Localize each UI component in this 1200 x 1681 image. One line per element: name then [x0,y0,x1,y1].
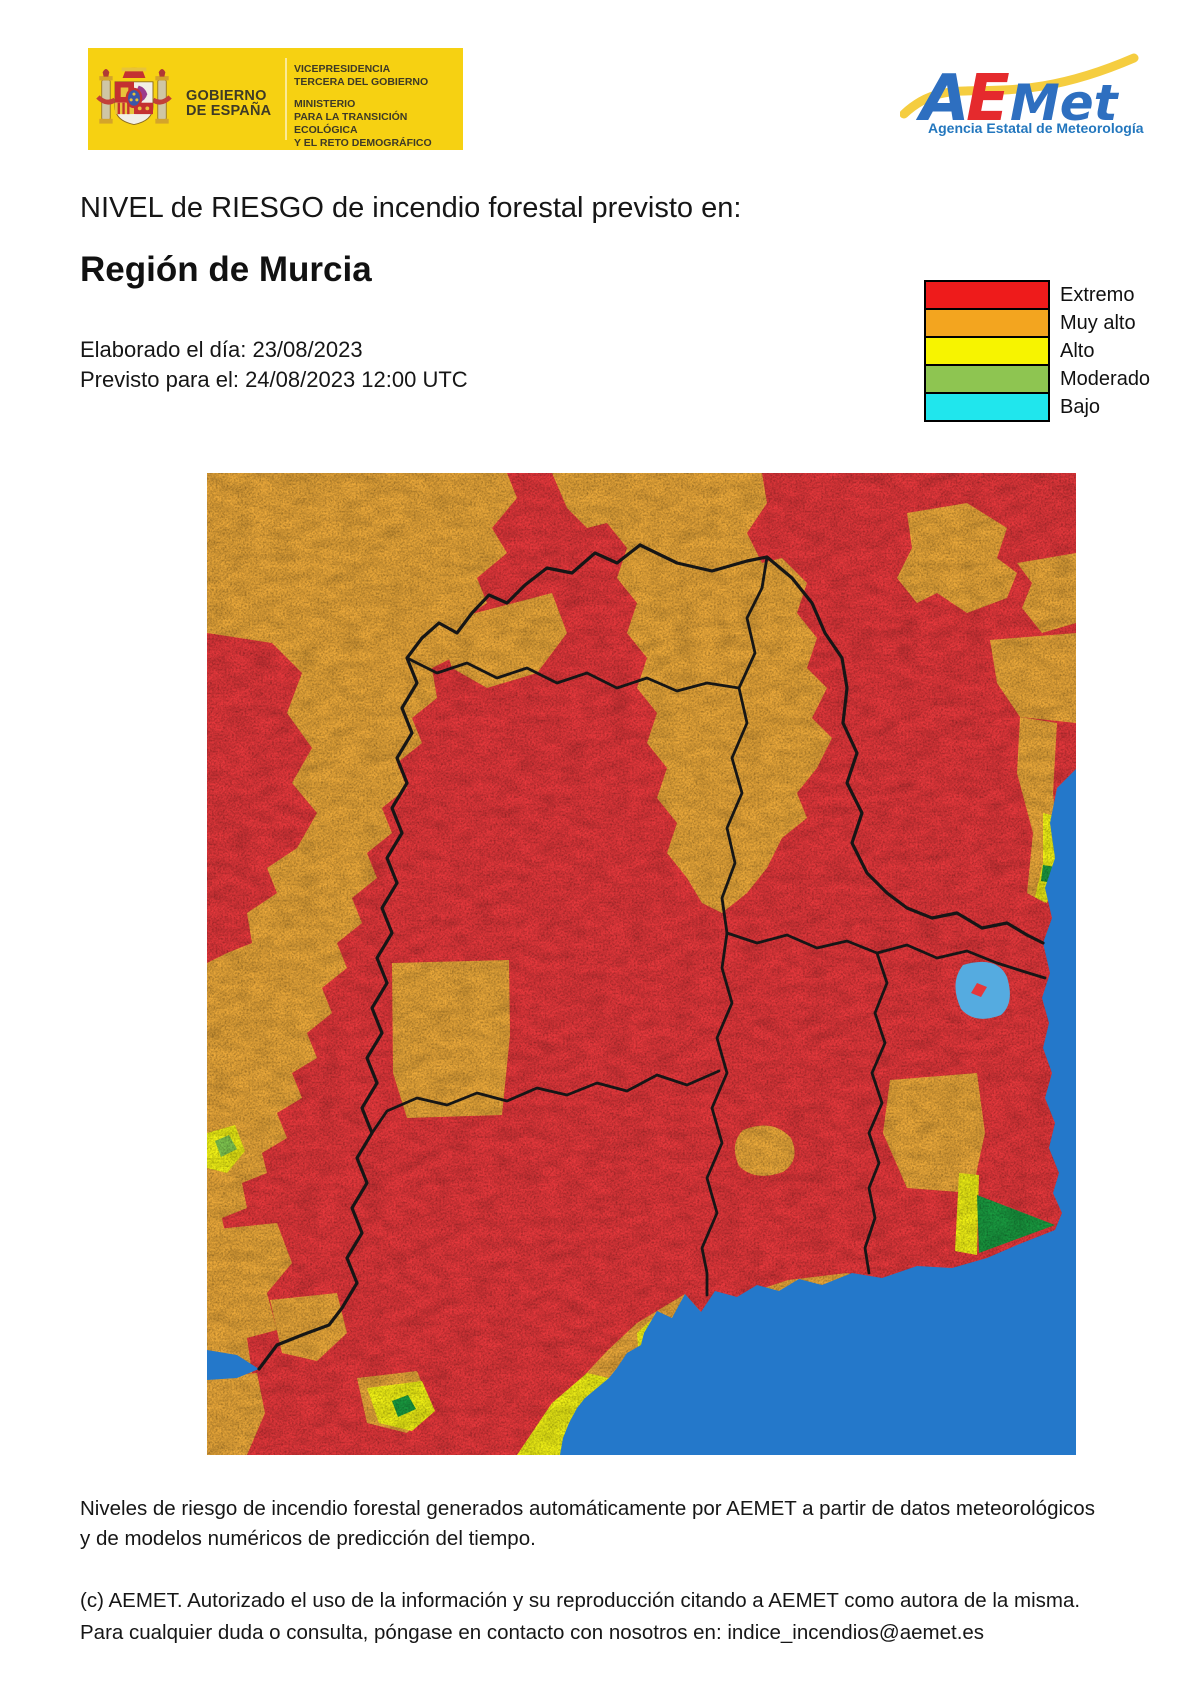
risk-legend: Extremo Muy alto Alto Moderado Bajo [924,280,1150,422]
footer-note: Niveles de riesgo de incendio forestal g… [80,1497,1095,1550]
legend-swatch-moderado [924,364,1050,394]
legend-swatch-muy-alto [924,308,1050,338]
page-title: NIVEL de RIESGO de incendio forestal pre… [80,192,742,224]
copyright-note: (c) AEMET. Autorizado el uso de la infor… [80,1589,1081,1644]
logo-divider [285,58,287,140]
legend-label: Moderado [1060,367,1151,390]
legend-row: Extremo [924,280,1150,310]
legend-label: Bajo [1060,395,1101,418]
region-title: Región de Murcia [80,250,372,289]
limite-murcia-noreste [638,543,1045,945]
aemet-letters-met: Met [1010,74,1120,132]
pillar-left [99,68,113,124]
aemet-letter-a: A [915,62,970,136]
ministerio-name: VICEPRESIDENCIA TERCERA DEL GOBIERNO MIN… [294,63,432,149]
limite-murcia-oeste [257,543,642,1371]
legend-swatch-extremo [924,280,1050,310]
comarca-altiplano [720,555,769,935]
risk-map-svg [207,473,1076,1455]
legend-swatch-bajo [924,392,1050,422]
legend-row: Moderado [924,364,1150,394]
sea-mediterraneo [560,769,1076,1455]
aemet-letter-e: E [966,62,1010,136]
legend-row: Bajo [924,392,1150,422]
risk-map [207,473,1076,1455]
pillar-right [155,68,169,124]
legend-row: Alto [924,336,1150,366]
comarca-norte [405,656,741,693]
legend-row: Muy alto [924,308,1150,338]
coat-of-arms-icon [96,67,172,126]
legend-label: Extremo [1060,283,1135,306]
comarca-guadalentin [370,1069,721,1135]
legend-label: Alto [1060,339,1095,362]
comarca-campo-cartagena [863,951,889,1275]
forecast-date: Previsto para el: 24/08/2023 12:00 UTC [80,367,468,392]
comarca-vega-este [725,931,1047,980]
aemet-logo-icon: A E Met [900,53,1139,136]
sea-bahia-aguilas [207,1350,259,1380]
aemet-tagline: Agencia Estatal de Meteorología [928,120,1144,136]
elaborated-date: Elaborado el día: 23/08/2023 [80,337,363,362]
comarca-centro-sur [700,931,734,1297]
legend-label: Muy alto [1060,311,1136,334]
mar-menor-isla [971,983,987,997]
legend-swatch-alto [924,336,1050,366]
gobierno-name: GOBIERNO DE ESPAÑA [186,88,272,119]
gobierno-logo: GOBIERNO DE ESPAÑA VICEPRESIDENCIA TERCE… [88,48,463,150]
